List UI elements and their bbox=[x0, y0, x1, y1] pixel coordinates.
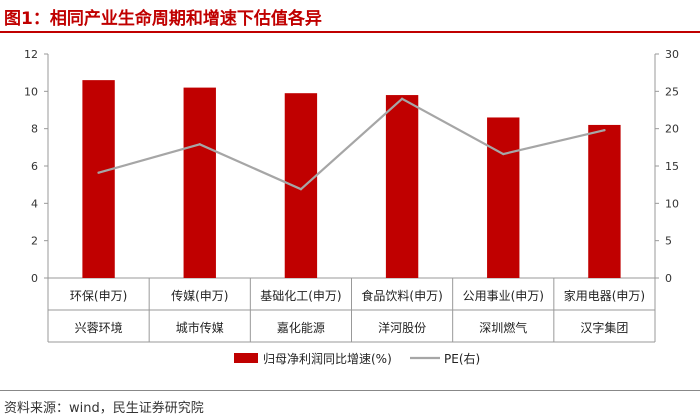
y-tick-label-right: 5 bbox=[665, 235, 672, 248]
y-tick-label-left: 0 bbox=[31, 272, 38, 285]
x-category-label: 传媒(申万) bbox=[171, 288, 228, 303]
y-tick-label-right: 25 bbox=[665, 85, 679, 98]
legend-label-line: PE(右) bbox=[444, 351, 480, 366]
combo-chart: 0 2 4 6 8 10 12 0 5 10 15 20 25 30 环保(申万) 传媒(申万) 基础化工(申万… bbox=[24, 48, 679, 366]
y-tick-label-left: 4 bbox=[31, 197, 38, 210]
pe-point bbox=[97, 171, 100, 174]
pe-point bbox=[198, 143, 201, 146]
figure-title-bar: 图1：相同产业生命周期和增速下估值各异 bbox=[0, 0, 700, 40]
y-tick-label-left: 8 bbox=[31, 123, 38, 136]
x-category-label: 基础化工(申万) bbox=[260, 289, 341, 303]
x-company-label: 城市传媒 bbox=[176, 320, 224, 335]
pe-line bbox=[98, 97, 605, 191]
y-tick-label-left: 2 bbox=[31, 235, 38, 248]
bar bbox=[183, 87, 216, 278]
y-tick-label-right: 30 bbox=[665, 48, 679, 61]
x-company-label: 汉字集团 bbox=[580, 320, 628, 335]
y-tick-label-left: 6 bbox=[31, 160, 38, 173]
bar bbox=[284, 93, 318, 278]
bar bbox=[385, 95, 419, 278]
y-tick-label-left: 10 bbox=[24, 85, 38, 98]
legend-label-bar: 归母净利润同比增速(%) bbox=[263, 352, 392, 366]
pe-point bbox=[299, 187, 303, 191]
x-category-label: 环保(申万) bbox=[70, 289, 127, 303]
pe-point bbox=[400, 97, 404, 100]
x-category-label: 家用电器(申万) bbox=[564, 288, 645, 303]
x-company-label: 嘉化能源 bbox=[277, 321, 325, 335]
y-tick-label-right: 15 bbox=[665, 160, 679, 173]
figure-title: 图1：相同产业生命周期和增速下估值各异 bbox=[4, 9, 322, 29]
y-tick-label-right: 0 bbox=[665, 272, 672, 285]
bar bbox=[487, 117, 520, 278]
x-category-label: 公用事业(申万) bbox=[463, 289, 544, 303]
source-note: 资料来源：wind，民生证券研究院 bbox=[4, 401, 204, 416]
bar bbox=[588, 124, 621, 278]
x-company-label: 洋河股份 bbox=[378, 320, 426, 335]
title-underline bbox=[0, 31, 700, 33]
pe-point bbox=[502, 152, 505, 156]
y-tick-label-right: 20 bbox=[665, 123, 679, 136]
y-tick-label-left: 12 bbox=[24, 48, 38, 61]
x-company-label: 兴蓉环境 bbox=[75, 320, 123, 335]
x-company-label: 深圳燃气 bbox=[479, 320, 527, 335]
y-tick-label-right: 10 bbox=[665, 197, 679, 210]
source-divider bbox=[0, 390, 700, 391]
x-category-label: 食品饮料(申万) bbox=[361, 288, 442, 303]
legend-swatch-bar bbox=[234, 353, 258, 363]
pe-point bbox=[603, 128, 606, 132]
bar bbox=[82, 80, 115, 278]
